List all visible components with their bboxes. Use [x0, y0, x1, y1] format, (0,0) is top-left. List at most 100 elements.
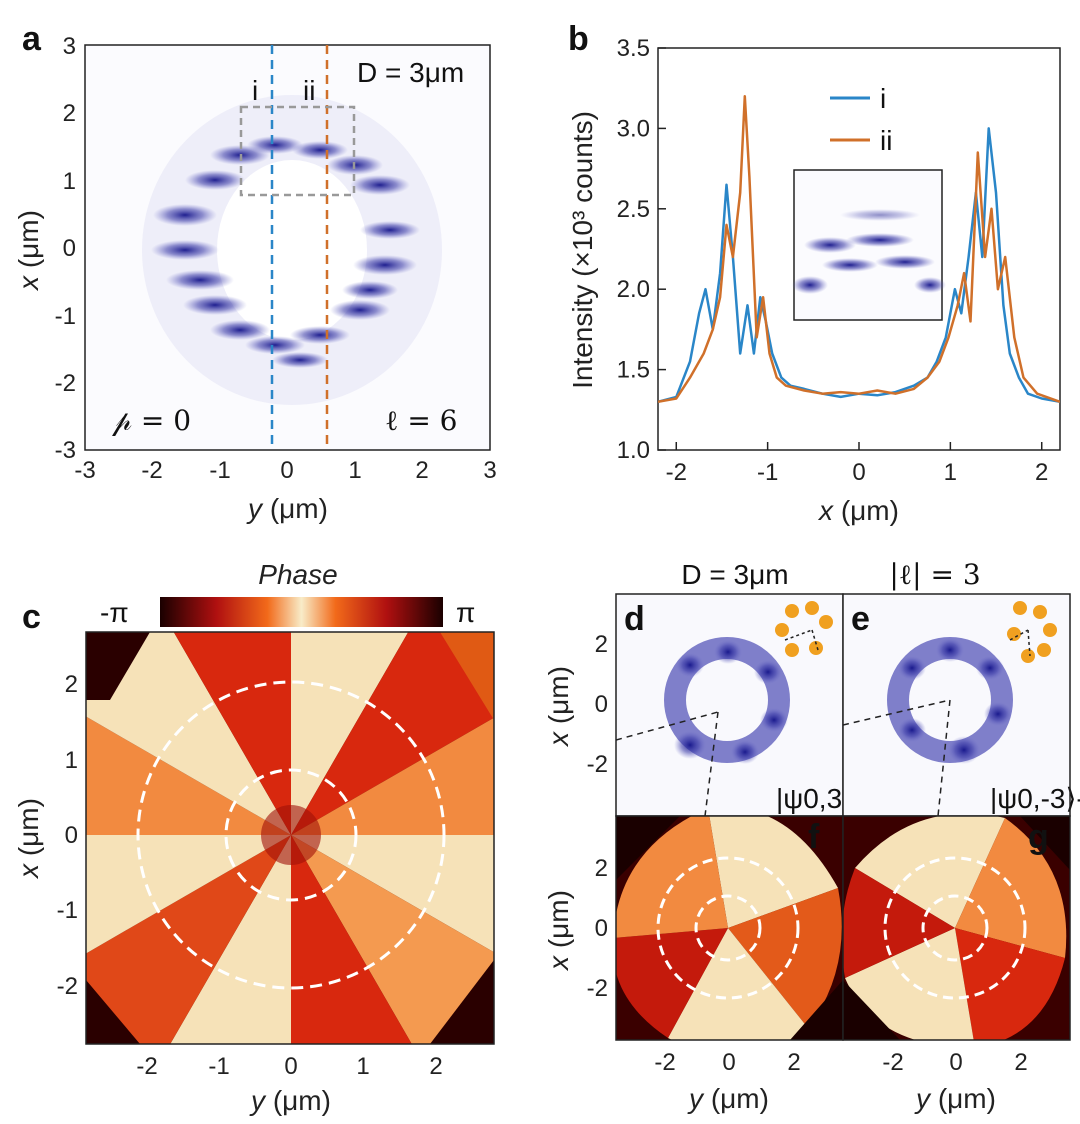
- x-tick: 2: [415, 457, 428, 484]
- y-tick: 1.0: [617, 437, 650, 464]
- panel-g-label: g: [1028, 818, 1049, 856]
- x-tick: -2: [654, 1049, 675, 1076]
- x-tick: 2: [787, 1049, 800, 1076]
- panel-f-ylabel: x (μm): [543, 890, 574, 972]
- panel-b-inset: [792, 169, 946, 321]
- panel-b-legend: i ii: [830, 83, 892, 156]
- x-tick: 1: [348, 457, 361, 484]
- y-tick: 3: [63, 33, 76, 60]
- panel-e: e |ψ0,-3⟩-: [842, 593, 1080, 817]
- panel-b-xticks: -2 -1 0 1 2: [666, 442, 1048, 486]
- y-tick: 0: [595, 691, 608, 718]
- panel-f-outer-ring: [656, 856, 800, 1000]
- y-tick: 3.5: [617, 35, 650, 62]
- panel-a-ylabel: x (μm): [13, 210, 44, 292]
- panel-b-xlabel: x (μm): [817, 495, 899, 526]
- panel-b-yticks: 3.5 3.0 2.5 2.0 1.5 1.0: [617, 35, 666, 464]
- legend-ii-label: ii: [880, 125, 892, 156]
- annotation-d: D = 3μm: [357, 57, 464, 88]
- panel-a-xticks: -3 -2 -1 0 1 2 3: [74, 457, 496, 484]
- x-tick: -3: [74, 457, 95, 484]
- label-ii: ii: [303, 75, 315, 106]
- series-line-i: [658, 127, 1060, 404]
- panel-a-density: [142, 95, 442, 405]
- x-tick: 2: [1035, 459, 1048, 486]
- colorbar-max: π: [456, 597, 475, 628]
- y-tick: -2: [55, 370, 76, 397]
- x-tick: 3: [483, 457, 496, 484]
- x-tick: 1: [356, 1053, 369, 1080]
- panel-a-yticks: 3 2 1 0 -1 -2 -3: [55, 33, 76, 464]
- y-tick: -2: [587, 975, 608, 1002]
- y-tick: 2.0: [617, 276, 650, 303]
- panel-d-bg: [616, 594, 843, 816]
- colorbar: [160, 597, 443, 627]
- x-tick: 0: [852, 459, 865, 486]
- y-tick: 2: [63, 100, 76, 127]
- x-tick: -2: [666, 459, 687, 486]
- y-tick: 0: [65, 822, 78, 849]
- panel-a: a i ii D =: [13, 20, 497, 524]
- y-tick: 2.5: [617, 196, 650, 223]
- panel-b: b -2 -1 0 1 2 3.5 3.0 2.5 2.0 1.5 1.0 i ii x (μm)…: [567, 20, 1061, 526]
- panel-b-ylabel: Intensity (×10³ counts): [567, 111, 598, 389]
- panel-g-outer-ring: [883, 856, 1027, 1000]
- panel-c-phase-map: [86, 632, 494, 1044]
- panel-f-xlabel: y (μm): [687, 1083, 769, 1114]
- panel-f: f: [615, 815, 844, 1041]
- panel-c-xticks: -2 -1 0 1 2: [136, 1053, 442, 1080]
- l-label: ℓ = 6: [385, 404, 458, 437]
- colorbar-min: -π: [100, 597, 129, 628]
- y-tick: 0: [63, 235, 76, 262]
- panel-f-inner-ring: [694, 894, 762, 962]
- panel-c-label: c: [22, 598, 41, 636]
- panel-c-xlabel: y (μm): [249, 1085, 331, 1116]
- y-tick: 3.0: [617, 115, 650, 142]
- series-line-ii: [658, 94, 1060, 404]
- panel-d-label: d: [624, 600, 645, 638]
- x-tick: -2: [882, 1049, 903, 1076]
- panel-e-bg: [843, 594, 1070, 816]
- panel-b-plot: [658, 94, 1060, 404]
- y-tick: 2: [65, 671, 78, 698]
- y-tick: -1: [55, 303, 76, 330]
- panel-d-ylabel: x (μm): [543, 666, 574, 748]
- y-tick: -1: [57, 897, 78, 924]
- x-tick: -1: [757, 459, 778, 486]
- y-tick: 2: [595, 631, 608, 658]
- colorbar-title: Phase: [258, 559, 337, 590]
- x-tick: 2: [1014, 1049, 1027, 1076]
- panel-g: g: [842, 815, 1071, 1041]
- x-tick: -2: [136, 1053, 157, 1080]
- panel-d-molecule-icon: [775, 601, 833, 657]
- y-tick: 2: [595, 855, 608, 882]
- x-tick: 0: [280, 457, 293, 484]
- panel-g-frame: [842, 815, 1071, 1041]
- zoom-box: [239, 105, 356, 197]
- panel-c-ylabel: x (μm): [13, 798, 44, 880]
- panel-c: c Phase -π π: [13, 559, 495, 1116]
- x-tick: 0: [949, 1049, 962, 1076]
- inner-ring: [224, 768, 358, 902]
- panel-e-molecule-icon: [1007, 601, 1057, 663]
- y-tick: 1: [63, 168, 76, 195]
- panel-g-xlabel: y (μm): [914, 1083, 996, 1114]
- y-tick: 0: [595, 915, 608, 942]
- panel-e-label: e: [851, 600, 870, 638]
- x-tick: 1: [944, 459, 957, 486]
- panel-d: d |ψ0,3⟩+: [615, 593, 869, 817]
- panel-g-inner-ring: [921, 894, 989, 962]
- de-header-d: D = 3μm: [681, 559, 788, 590]
- de-header-l: |ℓ| = 3: [889, 558, 980, 591]
- dg-yticks-bottom: 2 0 -2: [587, 855, 608, 1002]
- y-tick: -3: [55, 437, 76, 464]
- dg-yticks-top: 2 0 -2: [587, 631, 608, 778]
- x-tick: 2: [429, 1053, 442, 1080]
- x-tick: -2: [141, 457, 162, 484]
- label-i: i: [252, 75, 258, 106]
- x-tick: 0: [284, 1053, 297, 1080]
- panel-e-state: |ψ0,-3⟩-: [990, 783, 1080, 814]
- y-tick: -2: [57, 973, 78, 1000]
- y-tick: -2: [587, 751, 608, 778]
